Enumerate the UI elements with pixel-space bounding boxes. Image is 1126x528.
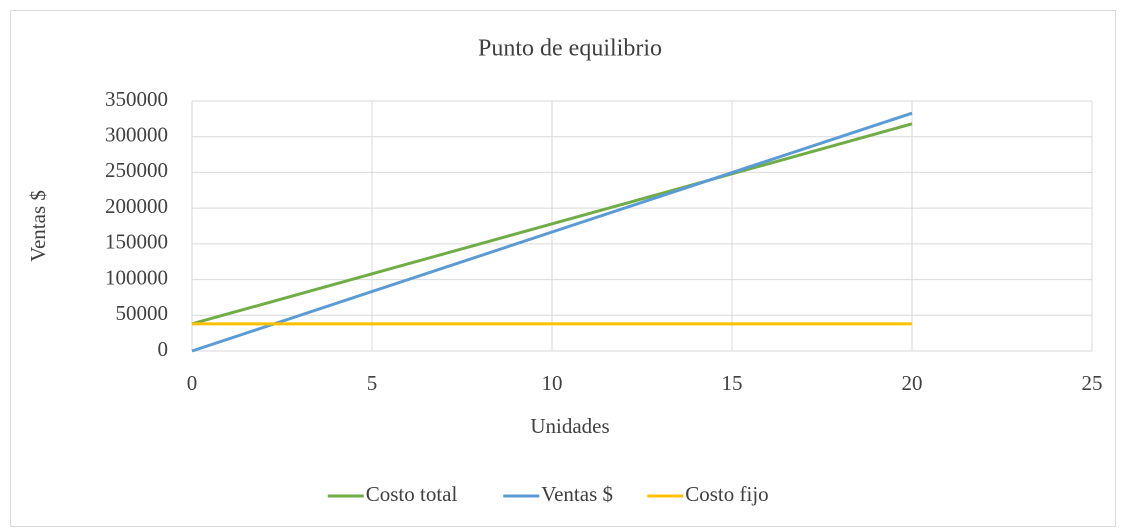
x-tick-label: 10 [542,371,563,395]
x-tick-label: 20 [902,371,923,395]
y-tick-label: 200000 [105,194,168,218]
chart-title: Punto de equilibrio [478,36,662,62]
y-tick-label: 150000 [105,230,168,254]
x-tick-label: 0 [187,371,198,395]
series-line [191,111,913,353]
series-line [191,122,913,326]
y-tick-label: 100000 [105,265,168,289]
y-tick-label: 50000 [116,301,169,325]
x-tick-label: 5 [367,371,378,395]
y-tick-label: 250000 [105,158,168,182]
legend-label: Costo total [366,482,458,506]
chart-border [10,10,1116,527]
y-axis-label: Ventas $ [26,190,50,262]
y-tick-label: 0 [158,337,169,361]
legend-label: Ventas $ [541,482,613,506]
x-tick-label: 15 [722,371,743,395]
legend-label: Costo fijo [685,482,768,506]
y-tick-label: 300000 [105,123,168,147]
y-tick-label: 350000 [105,87,168,111]
x-tick-label: 25 [1082,371,1103,395]
x-axis-label: Unidades [530,414,609,438]
